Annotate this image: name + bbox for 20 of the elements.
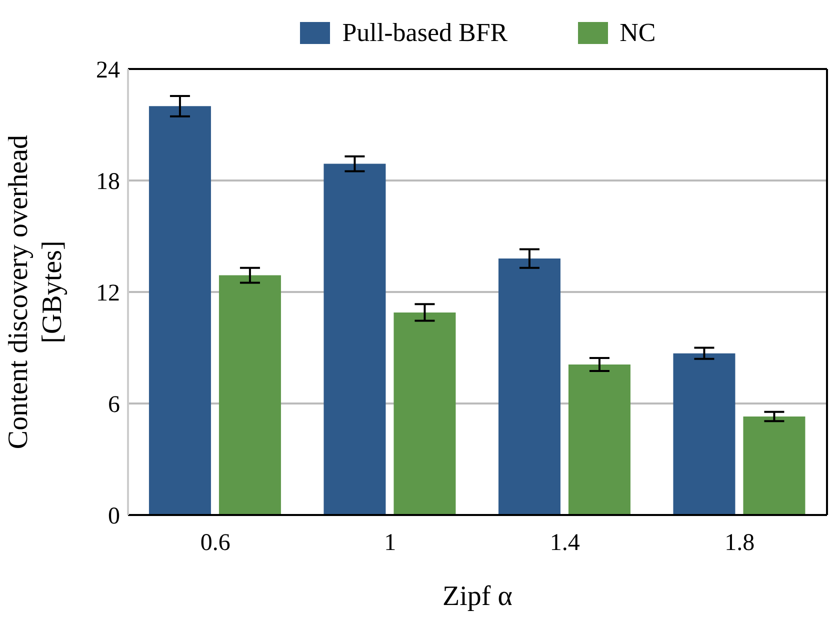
x-axis-title: Zipf α bbox=[442, 581, 513, 612]
bar bbox=[394, 312, 456, 515]
bar bbox=[324, 164, 386, 515]
bar bbox=[568, 364, 630, 515]
x-tick-label: 1.8 bbox=[724, 530, 755, 556]
x-tick-label: 1 bbox=[384, 530, 396, 556]
bar bbox=[218, 275, 281, 515]
x-tick-label: 0.6 bbox=[200, 530, 230, 556]
bar bbox=[743, 416, 806, 515]
y-tick-label: 6 bbox=[108, 392, 120, 418]
legend-label: Pull-based BFR bbox=[342, 18, 508, 48]
y-tick-label: 18 bbox=[96, 169, 120, 196]
legend-label: NC bbox=[620, 18, 656, 48]
y-tick-label: 24 bbox=[96, 58, 120, 84]
bar bbox=[673, 353, 736, 515]
y-tick-label: 12 bbox=[96, 280, 120, 307]
bar bbox=[148, 106, 211, 515]
x-tick-label: 1.4 bbox=[550, 530, 580, 556]
y-tick-label: 0 bbox=[108, 504, 120, 530]
bar bbox=[498, 258, 560, 515]
